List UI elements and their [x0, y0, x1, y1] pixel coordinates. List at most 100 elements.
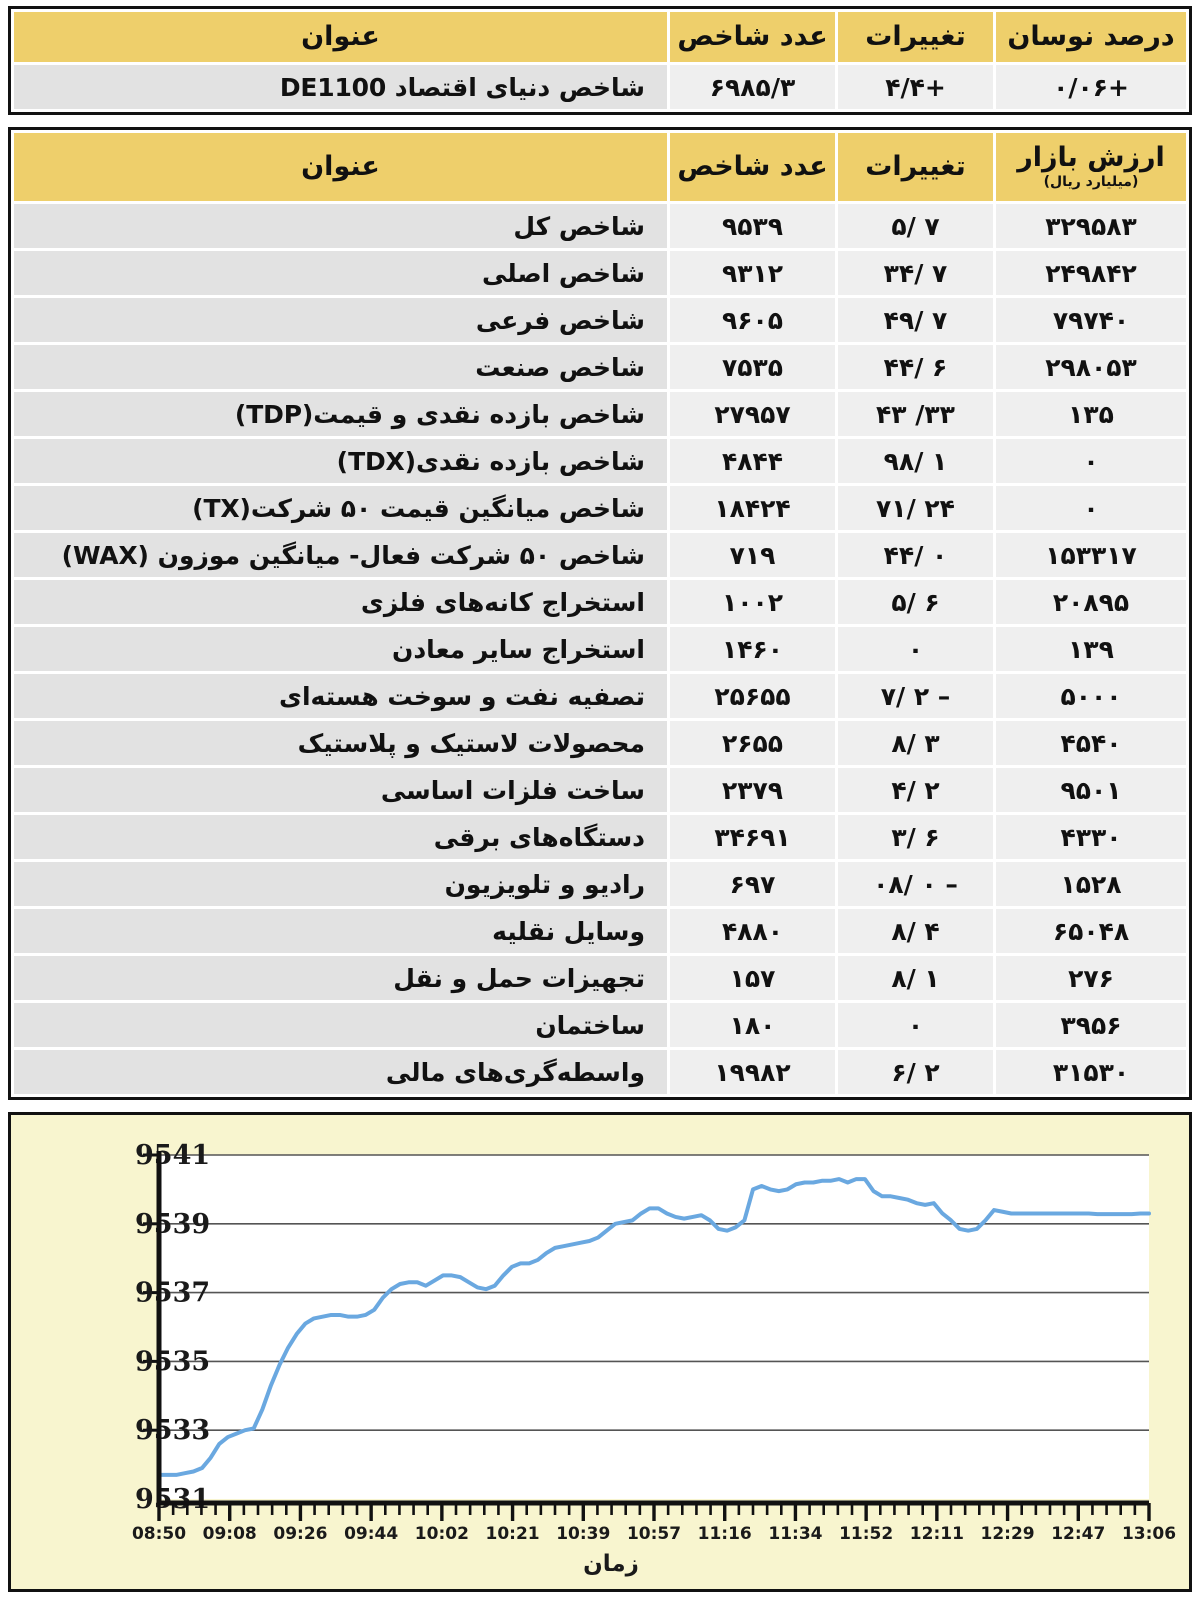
- cell-chg: ۲ /۴: [838, 768, 993, 813]
- cell-chg: ۰: [838, 627, 993, 672]
- table-row[interactable]: ۷۹۷۴۰ ۷ /۴۹ ۹۶۰۵ شاخص فرعی: [14, 298, 1186, 343]
- cell-val: ۲۷۹۵۷: [670, 392, 835, 437]
- chart-inner: 9531 9533 9535 9537 9539 9541 08:50 09:08 09:26…: [11, 1115, 1189, 1590]
- indices-table-body: ۳۲۹۵۸۳ ۷ /۵ ۹۵۳۹ شاخص کل ۲۴۹۸۴۲ ۷ /۳۴ ۹۳۱۲ شاخص…: [14, 204, 1186, 1095]
- table-row[interactable]: ۳۱۵۳۰ ۲ /۶ ۱۹۹۸۲ واسطه‌گری‌های مالی: [14, 1050, 1186, 1095]
- table-row[interactable]: ۳۲۹۵۸۳ ۷ /۵ ۹۵۳۹ شاخص کل: [14, 204, 1186, 249]
- y-tick-label: 9533: [135, 1415, 210, 1446]
- cell-mv: ۰: [996, 439, 1186, 484]
- row-title: استخراج کانه‌های فلزی: [14, 580, 667, 625]
- table-row[interactable]: ۳۹۵۶ ۰ ۱۸۰ ساختمان: [14, 1003, 1186, 1048]
- x-tick-label: 12:47: [1051, 1524, 1105, 1544]
- cell-mv: ۶۵۰۴۸: [996, 909, 1186, 954]
- cell-mv: ۳۹۵۶: [996, 1003, 1186, 1048]
- table-row[interactable]: ۲۷۶ ۱ /۸ ۱۵۷ تجهیزات حمل و نقل: [14, 956, 1186, 1001]
- x-tick-label: 12:29: [981, 1524, 1035, 1544]
- cell-chg: ۰ /۴۴: [838, 533, 993, 578]
- row-title: شاخص میانگین قیمت ۵۰ شرکت(TX): [14, 486, 667, 531]
- cell-mv: ۱۵۳۳۱۷: [996, 533, 1186, 578]
- cell-mv: ۱۳۹: [996, 627, 1186, 672]
- chart-series-line: [157, 1177, 1151, 1478]
- table-row[interactable]: ۱۳۹ ۰ ۱۴۶۰ استخراج سایر معادن: [14, 627, 1186, 672]
- row-title: تجهیزات حمل و نقل: [14, 956, 667, 1001]
- table-row[interactable]: ۰ ۲۴ /۷۱ ۱۸۴۲۴ شاخص میانگین قیمت ۵۰ شرکت(TX…: [14, 486, 1186, 531]
- y-tick-label: 9535: [135, 1347, 210, 1378]
- table-row[interactable]: ۵۰۰۰– ۲ /۷ ۲۵۶۵۵ تصفیه نفت و سوخت هسته‌ای: [14, 674, 1186, 719]
- column-header-changes[interactable]: تغییرات: [838, 133, 993, 202]
- column-header-pct[interactable]: درصد نوسان: [996, 12, 1186, 63]
- row-title: شاخص کل: [14, 204, 667, 249]
- cell-val: ۱۵۷: [670, 956, 835, 1001]
- cell-chg: ۱ /۹۸: [838, 439, 993, 484]
- cell-mv: ۲۰۸۹۵: [996, 580, 1186, 625]
- cell-chg: ۲۴ /۷۱: [838, 486, 993, 531]
- cell-chg: ۶ /۴۴: [838, 345, 993, 390]
- cell-mv: ۳۲۹۵۸۳: [996, 204, 1186, 249]
- cell-val: ۱۹۹۸۲: [670, 1050, 835, 1095]
- column-header-chg[interactable]: تغییرات: [838, 12, 993, 63]
- cell-mv: ۷۹۷۴۰: [996, 298, 1186, 343]
- x-tick-label: 09:08: [203, 1524, 257, 1544]
- cell-mv: ۰: [996, 486, 1186, 531]
- table-row[interactable]: ۲۹۸۰۵۳ ۶ /۴۴ ۷۵۳۵ شاخص صنعت: [14, 345, 1186, 390]
- cell-val: ۶۹۸۵/۳: [670, 65, 835, 110]
- cell-val: ۱۰۰۲: [670, 580, 835, 625]
- summary-table-card: درصد نوسان تغییرات عدد شاخص عنوان +۰/۰۶ +…: [8, 6, 1192, 116]
- summary-table-head: درصد نوسان تغییرات عدد شاخص عنوان: [14, 12, 1186, 63]
- cell-chg: ۷ /۳۴: [838, 251, 993, 296]
- table-row[interactable]: ۲۴۹۸۴۲ ۷ /۳۴ ۹۳۱۲ شاخص اصلی: [14, 251, 1186, 296]
- cell-chg: ۳ /۸: [838, 721, 993, 766]
- table-row[interactable]: ۱۵۲۸– ۰ /۰۸ ۶۹۷ رادیو و تلویزیون: [14, 862, 1186, 907]
- indices-table: ارزش بازار (میلیارد ریال) تغییرات عدد شا…: [11, 130, 1189, 1097]
- column-header-val[interactable]: عدد شاخص: [670, 12, 835, 63]
- cell-mv: ۴۵۴۰: [996, 721, 1186, 766]
- table-row[interactable]: ۱۵۳۳۱۷ ۰ /۴۴ ۷۱۹ شاخص ۵۰ شرکت فعال- میانگین…: [14, 533, 1186, 578]
- cell-mv: ۲۷۶: [996, 956, 1186, 1001]
- table-row[interactable]: +۰/۰۶ +۴/۴ ۶۹۸۵/۳ شاخص دنیای اقتصاد DE1100: [14, 65, 1186, 110]
- cell-chg: ۱ /۸: [838, 956, 993, 1001]
- cell-mv: ۱۳۵: [996, 392, 1186, 437]
- cell-chg: – ۰ /۰۸: [838, 862, 993, 907]
- y-tick-label: 9539: [135, 1209, 210, 1240]
- column-header-index-value[interactable]: عدد شاخص: [670, 133, 835, 202]
- column-header-name[interactable]: عنوان: [14, 133, 667, 202]
- row-title: شاخص اصلی: [14, 251, 667, 296]
- cell-chg: ۳۳/ ۴۳: [838, 392, 993, 437]
- row-title: شاخص ۵۰ شرکت فعال- میانگین موزون (WAX): [14, 533, 667, 578]
- column-header-title[interactable]: عنوان: [14, 12, 667, 63]
- cell-val: ۱۸۰: [670, 1003, 835, 1048]
- x-tick-label: 10:39: [556, 1524, 610, 1544]
- cell-val: ۷۵۳۵: [670, 345, 835, 390]
- index-trend-chart-card: 9531 9533 9535 9537 9539 9541 08:50 09:08 09:26…: [8, 1112, 1192, 1593]
- cell-chg: ۶ /۳: [838, 815, 993, 860]
- row-title: تصفیه نفت و سوخت هسته‌ای: [14, 674, 667, 719]
- cell-mv: ۱۵۲۸: [996, 862, 1186, 907]
- table-row[interactable]: ۹۵۰۱ ۲ /۴ ۲۳۷۹ ساخت فلزات اساسی: [14, 768, 1186, 813]
- cell-val: ۹۳۱۲: [670, 251, 835, 296]
- table-row[interactable]: ۴۳۳۰ ۶ /۳ ۳۴۶۹۱ دستگاه‌های برقی: [14, 815, 1186, 860]
- table-row[interactable]: ۲۰۸۹۵ ۶ /۵ ۱۰۰۲ استخراج کانه‌های فلزی: [14, 580, 1186, 625]
- chart-x-axis-labels: 08:50 09:08 09:26 09:44 10:02 10:21 10:39 10:57…: [132, 1524, 1176, 1544]
- cell-chg: ۴ /۸: [838, 909, 993, 954]
- cell-val: ۱۸۴۲۴: [670, 486, 835, 531]
- table-row[interactable]: ۶۵۰۴۸ ۴ /۸ ۴۸۸۰ وسایل نقلیه: [14, 909, 1186, 954]
- column-header-market-value[interactable]: ارزش بازار (میلیارد ریال): [996, 133, 1186, 202]
- column-header-market-value-label: ارزش بازار: [1017, 142, 1165, 174]
- table-row[interactable]: ۴۵۴۰ ۳ /۸ ۲۶۵۵ محصولات لاستیک و پلاستیک: [14, 721, 1186, 766]
- cell-val: ۹۵۳۹: [670, 204, 835, 249]
- cell-mv: ۲۹۸۰۵۳: [996, 345, 1186, 390]
- plot-area-background: [159, 1155, 1149, 1500]
- table-row[interactable]: ۱۳۵ ۳۳/ ۴۳ ۲۷۹۵۷ شاخص بازده نقدی و قیمت(TDP…: [14, 392, 1186, 437]
- cell-val: ۶۹۷: [670, 862, 835, 907]
- cell-val: ۷۱۹: [670, 533, 835, 578]
- cell-val: ۴۸۸۰: [670, 909, 835, 954]
- row-title: استخراج سایر معادن: [14, 627, 667, 672]
- indices-table-card: ارزش بازار (میلیارد ریال) تغییرات عدد شا…: [8, 127, 1192, 1101]
- row-title: شاخص صنعت: [14, 345, 667, 390]
- row-title: ساخت فلزات اساسی: [14, 768, 667, 813]
- cell-chg: +۴/۴: [838, 65, 993, 110]
